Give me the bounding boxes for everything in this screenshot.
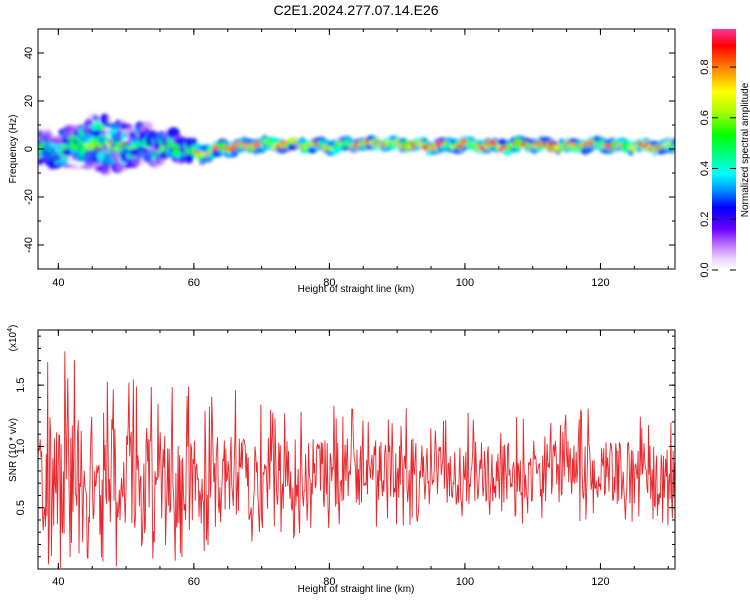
x-tick-label: 40 bbox=[52, 576, 64, 588]
colorbar-tick-label: 0.8 bbox=[699, 59, 711, 74]
y-tick-label: 0 bbox=[23, 146, 35, 152]
spectrogram-y-axis-label: Frequency (Hz) bbox=[8, 115, 19, 184]
x-tick-label: 80 bbox=[323, 277, 335, 289]
spectrogram-blobs bbox=[38, 113, 675, 176]
colorbar: 0.0 0.2 0.4 0.6 0.8 Normalized spectral ampl… bbox=[699, 29, 750, 278]
spectrogram-cell bbox=[86, 116, 92, 127]
spectrogram-x-axis-label: Height of straight line (km) bbox=[298, 284, 415, 295]
spectrogram-y-ticks: 40 20 0 -20 -40 bbox=[23, 47, 675, 253]
spectrogram-cell bbox=[190, 138, 198, 146]
snr-series-line bbox=[38, 351, 675, 568]
snr-y-axis-label: SNR (10 * v/v) bbox=[8, 418, 19, 482]
colorbar-tick-label: 0.4 bbox=[699, 161, 711, 176]
y-tick-label: 0.5 bbox=[15, 500, 27, 515]
spectrogram-x-ticks: 40 60 80 100 120 bbox=[52, 29, 669, 289]
snr-frame bbox=[37, 329, 676, 570]
x-tick-label: 100 bbox=[456, 576, 474, 588]
x-tick-label: 40 bbox=[52, 277, 64, 289]
chart-title: C2E1.2024.277.07.14.E26 bbox=[273, 2, 438, 18]
colorbar-label: Normalized spectral amplitude bbox=[740, 82, 750, 217]
spectrogram-cell bbox=[116, 120, 126, 125]
spectrogram-cell bbox=[61, 156, 76, 161]
x-tick-label: 120 bbox=[591, 277, 609, 289]
x-tick-label: 120 bbox=[591, 576, 609, 588]
y-tick-label: 40 bbox=[23, 47, 35, 59]
y-tick-label: 1.5 bbox=[15, 378, 27, 393]
snr-multiplier-label: (x104) bbox=[7, 325, 19, 352]
colorbar-tick-label: 0.6 bbox=[699, 110, 711, 125]
spectrogram-cell bbox=[54, 143, 62, 150]
spectrogram-cell bbox=[100, 168, 112, 176]
colorbar-ticks: 0.0 0.2 0.4 0.6 0.8 bbox=[699, 59, 736, 278]
spectrogram-cell bbox=[139, 121, 153, 132]
snr-panel: 40 60 80 100 120 0.5 1.0 1.5 Height of straigh… bbox=[7, 325, 676, 595]
y-tick-label: -40 bbox=[23, 237, 35, 253]
spectrogram-cell bbox=[131, 155, 145, 166]
snr-x-axis-label: Height of straight line (km) bbox=[298, 584, 415, 595]
spectrogram-cell bbox=[670, 140, 675, 146]
colorbar-gradient bbox=[712, 29, 736, 270]
snr-x-ticks: 40 60 80 100 120 bbox=[52, 330, 669, 588]
snr-y-ticks: 0.5 1.0 1.5 bbox=[15, 335, 675, 558]
spectrogram-cell bbox=[637, 146, 642, 153]
x-tick-label: 60 bbox=[188, 277, 200, 289]
x-tick-label: 60 bbox=[188, 576, 200, 588]
spectrogram-cell bbox=[96, 115, 102, 122]
y-tick-label: 1.0 bbox=[15, 439, 27, 454]
spectrogram-cell bbox=[70, 165, 84, 170]
y-tick-label: -20 bbox=[23, 189, 35, 205]
x-tick-label: 80 bbox=[323, 576, 335, 588]
colorbar-tick-label: 0.0 bbox=[699, 262, 711, 277]
y-tick-label: 20 bbox=[23, 95, 35, 107]
spectrogram-panel: 40 60 80 100 120 40 20 0 -20 -40 Height of strai… bbox=[8, 28, 676, 295]
colorbar-tick-label: 0.2 bbox=[699, 212, 711, 227]
x-tick-label: 100 bbox=[456, 277, 474, 289]
